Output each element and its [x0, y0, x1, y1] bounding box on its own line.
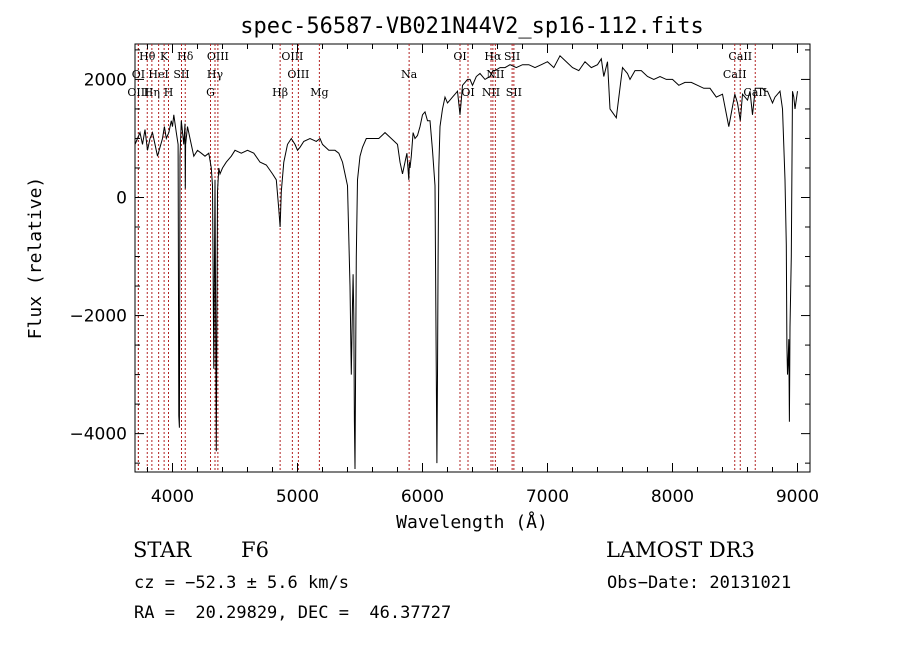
line-label-1: K: [160, 50, 169, 63]
plot-frame: [134, 43, 811, 473]
x-axis-label: Wavelength (Å): [396, 511, 548, 533]
y-axis-ticks: −4000 −2000 0 2000: [69, 49, 810, 464]
chart-title: spec-56587-VB021N44V2_sp16-112.fits: [240, 14, 704, 39]
line-label-13: OIII: [287, 68, 309, 81]
line-label-10: HeI: [148, 68, 168, 81]
x-tick-label: 9000: [776, 487, 819, 507]
y-tick-label: 2000: [84, 70, 127, 90]
y-axis-label: Flux (relative): [25, 177, 46, 340]
survey-name: LAMOST DR3: [606, 538, 755, 562]
line-label-0: Hθ: [139, 50, 156, 63]
redshift-velocity: cz = −52.3 ± 5.6 km/s: [134, 573, 349, 593]
line-label-24: NII: [482, 86, 500, 99]
x-axis-ticks: 4000 5000 6000 7000 8000 9000: [147, 44, 819, 507]
y-tick-label: −4000: [69, 425, 127, 445]
spectrum-line: [134, 54, 798, 470]
line-label-5: OI: [453, 50, 466, 63]
line-label-19: H: [164, 86, 174, 99]
line-label-8: CaII: [728, 50, 752, 63]
x-tick-label: 7000: [526, 487, 569, 507]
line-label-23: OI: [461, 86, 474, 99]
line-label-20: G: [206, 86, 215, 99]
x-tick-label: 5000: [276, 487, 319, 507]
x-tick-label: 6000: [401, 487, 444, 507]
observation-date: Obs−Date: 20131021: [607, 573, 792, 593]
line-label-14: Na: [401, 68, 418, 81]
line-label-4: OIII: [281, 50, 303, 63]
line-label-16: CaII: [723, 68, 747, 81]
line-label-21: Hβ: [272, 86, 288, 99]
line-label-2: Hδ: [177, 50, 194, 63]
line-label-11: SII: [173, 68, 189, 81]
line-label-12: Hγ: [207, 68, 224, 81]
object-class: STAR: [133, 538, 192, 562]
x-tick-label: 4000: [151, 487, 194, 507]
line-label-6: Hα: [484, 50, 502, 63]
line-label-25: SII: [506, 86, 522, 99]
y-tick-label: 0: [116, 188, 127, 208]
line-label-17: OIII: [127, 86, 149, 99]
line-label-22: Mg: [310, 86, 328, 99]
subclass: F6: [241, 538, 269, 562]
line-label-15: NII: [486, 68, 504, 81]
y-tick-label: −2000: [69, 307, 127, 327]
line-label-9: OI: [132, 68, 145, 81]
line-label-18: Hη: [144, 86, 160, 99]
coordinates: RA = 20.29829, DEC = 46.37727: [134, 603, 452, 623]
line-label-3: OIII: [207, 50, 229, 63]
line-label-7: SII: [504, 50, 520, 63]
x-tick-label: 8000: [651, 487, 694, 507]
spectral-line-markers: [137, 44, 756, 472]
